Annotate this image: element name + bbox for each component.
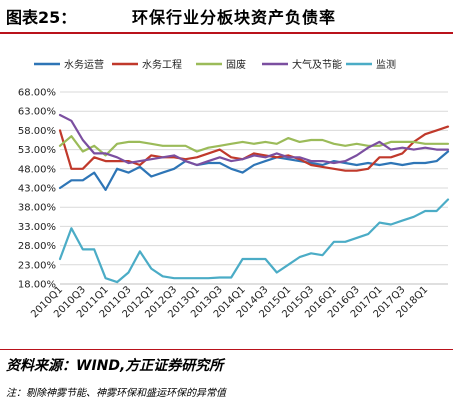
title-rule xyxy=(0,32,453,34)
series-line xyxy=(58,150,450,191)
y-tick-label: 38.00% xyxy=(18,203,56,214)
y-tick-label: 43.00% xyxy=(18,184,56,195)
series-line xyxy=(58,113,450,167)
legend-label: 水务工程 xyxy=(142,58,182,71)
legend-label: 水务运营 xyxy=(64,58,104,71)
y-tick-label: 23.00% xyxy=(18,260,56,271)
y-tick-label: 28.00% xyxy=(18,241,56,252)
y-tick-label: 48.00% xyxy=(18,164,56,175)
y-tick-label: 63.00% xyxy=(18,107,56,118)
legend-label: 监测 xyxy=(376,58,396,71)
line-chart: 水务运营 水务工程 固废 大气及节能 监测 18.00% 23.00% 28.00% 33.00… xyxy=(18,58,450,320)
source-rule xyxy=(0,349,453,350)
chart-title: 环保行业分板块资产负债率 xyxy=(132,8,337,27)
y-tick-label: 58.00% xyxy=(18,126,56,137)
figure-label: 图表25： xyxy=(6,8,77,27)
legend-label: 大气及节能 xyxy=(292,58,342,71)
title-row: 图表25： 环保行业分板块资产负债率 xyxy=(0,0,453,33)
y-tick-label: 68.00% xyxy=(18,88,56,99)
y-tick-label: 33.00% xyxy=(18,222,56,233)
y-tick-label: 53.00% xyxy=(18,145,56,156)
source-text: 资料来源：WIND,方正证券研究所 xyxy=(6,358,224,374)
legend-label: 固废 xyxy=(226,58,246,71)
footnote: 注：剔除神雾节能、神雾环保和盛运环保的异常值 xyxy=(6,388,226,399)
series-line xyxy=(58,198,450,284)
y-tick-label: 18.00% xyxy=(18,280,56,291)
